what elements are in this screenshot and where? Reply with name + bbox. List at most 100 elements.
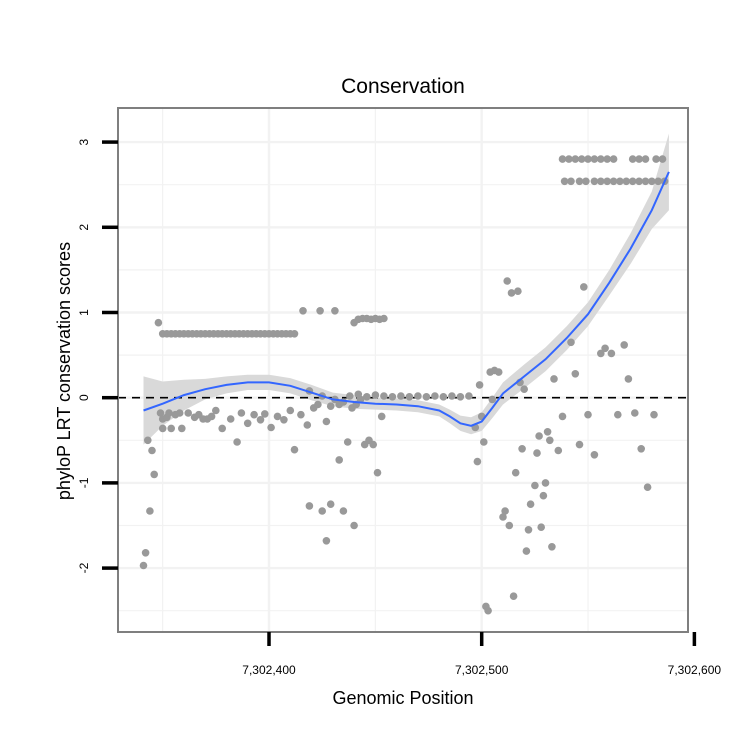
data-point: [207, 412, 216, 421]
y-tick-label: 2: [77, 224, 91, 231]
data-point: [567, 177, 575, 186]
y-axis-title: phyloP LRT conservation scores: [54, 242, 74, 500]
data-point: [488, 395, 497, 404]
data-point: [501, 507, 509, 515]
data-point: [261, 410, 269, 418]
data-point: [350, 521, 358, 530]
data-point: [354, 390, 363, 399]
data-point: [628, 155, 637, 163]
data-point: [603, 155, 611, 163]
data-point: [609, 177, 618, 186]
x-axis: 7,302,400 7,302,500 7,302,600: [242, 632, 721, 677]
data-point: [567, 338, 575, 347]
data-point: [514, 287, 522, 296]
data-point: [524, 526, 533, 534]
data-point: [635, 177, 643, 186]
data-point: [603, 177, 611, 186]
data-point: [256, 416, 265, 424]
data-point: [422, 393, 431, 401]
data-point: [456, 393, 465, 401]
data-point: [503, 277, 512, 285]
data-point: [565, 155, 573, 163]
data-point: [314, 400, 322, 409]
data-point: [167, 424, 175, 433]
data-point: [560, 177, 569, 186]
data-point: [526, 500, 535, 509]
data-point: [480, 438, 488, 446]
y-tick-label: 0: [77, 394, 91, 401]
data-point: [628, 177, 637, 186]
data-point: [465, 392, 473, 400]
data-point: [511, 468, 520, 477]
data-point: [439, 393, 448, 401]
x-tick-label: 7,302,400: [242, 663, 296, 677]
data-point: [448, 392, 456, 400]
data-point: [218, 424, 226, 433]
data-point: [326, 402, 335, 411]
data-point: [543, 428, 552, 436]
data-point: [286, 406, 295, 415]
data-point: [582, 177, 590, 186]
data-point: [335, 456, 344, 464]
data-point: [535, 432, 543, 440]
data-point: [609, 155, 618, 163]
data-point: [590, 155, 599, 163]
data-point: [146, 507, 154, 515]
data-point: [280, 416, 288, 424]
data-point: [641, 177, 650, 186]
data-point: [558, 412, 567, 421]
plot-panel-border: [117, 107, 689, 633]
data-point: [539, 491, 548, 500]
data-point: [635, 155, 643, 163]
data-point: [380, 392, 388, 400]
data-point: [522, 547, 531, 555]
data-point: [601, 344, 609, 353]
y-tick-label: 1: [77, 309, 91, 316]
data-point: [548, 543, 556, 551]
data-point: [499, 513, 507, 521]
data-point: [326, 500, 335, 509]
data-point: [641, 155, 650, 163]
data-point: [184, 409, 192, 417]
data-point: [388, 393, 397, 401]
data-point: [518, 445, 526, 453]
data-point: [531, 481, 539, 490]
data-point: [273, 412, 282, 421]
data-point: [226, 415, 235, 423]
data-point: [175, 409, 184, 417]
data-point: [431, 392, 439, 400]
data-points: [139, 155, 669, 615]
data-point: [571, 155, 580, 163]
x-tick-label: 7,302,500: [455, 663, 509, 677]
data-point: [620, 341, 628, 349]
data-point: [250, 410, 258, 419]
data-point: [597, 177, 605, 186]
data-point: [607, 349, 616, 358]
data-point: [541, 479, 550, 487]
data-point: [322, 537, 331, 545]
data-point: [554, 446, 563, 455]
data-point: [322, 417, 331, 426]
data-point: [624, 375, 633, 383]
x-axis-title: Genomic Position: [332, 688, 473, 708]
x-tick-label: 7,302,600: [668, 663, 722, 677]
data-point: [297, 410, 305, 419]
data-point: [405, 393, 414, 401]
data-point: [397, 392, 405, 400]
data-point: [494, 368, 503, 376]
data-point: [597, 155, 605, 163]
data-point: [165, 409, 173, 417]
data-point: [590, 177, 599, 186]
data-point: [631, 409, 639, 417]
data-point: [537, 523, 545, 531]
data-point: [654, 177, 662, 186]
data-point: [380, 314, 388, 323]
data-point: [243, 419, 252, 428]
data-point: [316, 307, 324, 315]
data-point: [373, 468, 382, 477]
data-point: [484, 606, 492, 615]
data-point: [558, 155, 567, 163]
y-tick-label: -1: [77, 477, 91, 488]
chart-title: Conservation: [341, 75, 465, 98]
data-point: [580, 283, 588, 291]
